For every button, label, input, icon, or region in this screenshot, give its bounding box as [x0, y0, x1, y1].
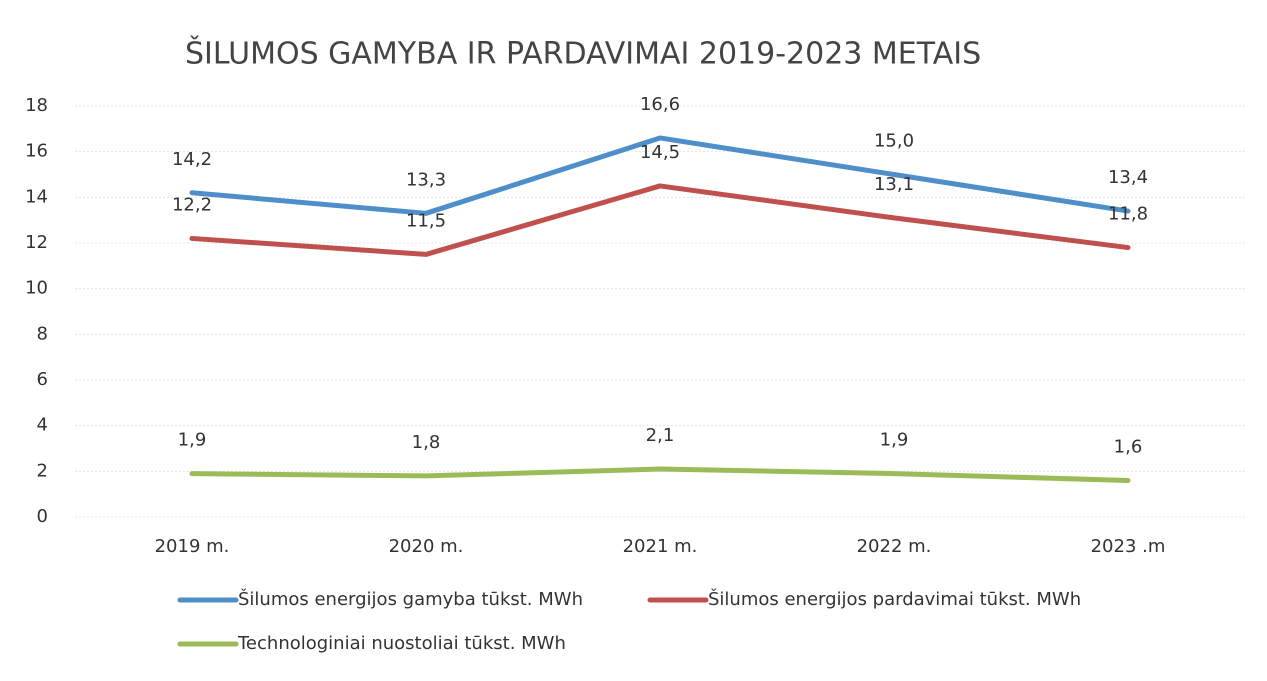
data-label: 1,9 — [880, 430, 909, 451]
legend-label: Šilumos energijos gamyba tūkst. MWh — [238, 588, 583, 610]
y-tick-label: 0 — [37, 506, 48, 527]
y-tick-label: 14 — [25, 186, 48, 207]
y-tick-label: 10 — [25, 278, 48, 299]
y-tick-label: 6 — [37, 369, 48, 390]
series-line — [189, 183, 1131, 257]
series-line — [189, 135, 1131, 216]
x-tick-label: 2021 m. — [623, 536, 698, 557]
y-tick-label: 8 — [37, 323, 48, 344]
legend-label: Technologiniai nuostoliai tūkst. MWh — [237, 633, 566, 654]
x-tick-label: 2023 .m — [1091, 536, 1166, 557]
data-label: 1,8 — [412, 432, 441, 453]
data-label: 15,0 — [874, 131, 914, 152]
x-tick-label: 2020 m. — [389, 536, 464, 557]
y-tick-label: 12 — [25, 232, 48, 253]
data-label: 1,9 — [178, 430, 207, 451]
x-tick-label: 2019 m. — [155, 536, 230, 557]
y-tick-label: 4 — [37, 415, 48, 436]
y-tick-label: 18 — [25, 95, 48, 116]
x-tick-label: 2022 m. — [857, 536, 932, 557]
y-tick-label: 2 — [37, 460, 48, 481]
series-line — [189, 466, 1131, 483]
y-tick-label: 16 — [25, 141, 48, 162]
data-label: 2,1 — [646, 425, 675, 446]
data-label: 12,2 — [172, 194, 212, 215]
data-label: 11,8 — [1108, 204, 1148, 225]
data-label: 13,1 — [874, 174, 914, 195]
data-label: 13,4 — [1108, 167, 1148, 188]
data-label: 11,5 — [406, 210, 446, 231]
chart-title: ŠILUMOS GAMYBA IR PARDAVIMAI 2019-2023 M… — [185, 35, 981, 72]
data-label: 13,3 — [406, 169, 446, 190]
legend-label: Šilumos energijos pardavimai tūkst. MWh — [708, 588, 1081, 610]
data-label: 16,6 — [640, 94, 680, 115]
data-label: 14,5 — [640, 142, 680, 163]
data-label: 1,6 — [1114, 436, 1143, 457]
data-label: 14,2 — [172, 149, 212, 170]
